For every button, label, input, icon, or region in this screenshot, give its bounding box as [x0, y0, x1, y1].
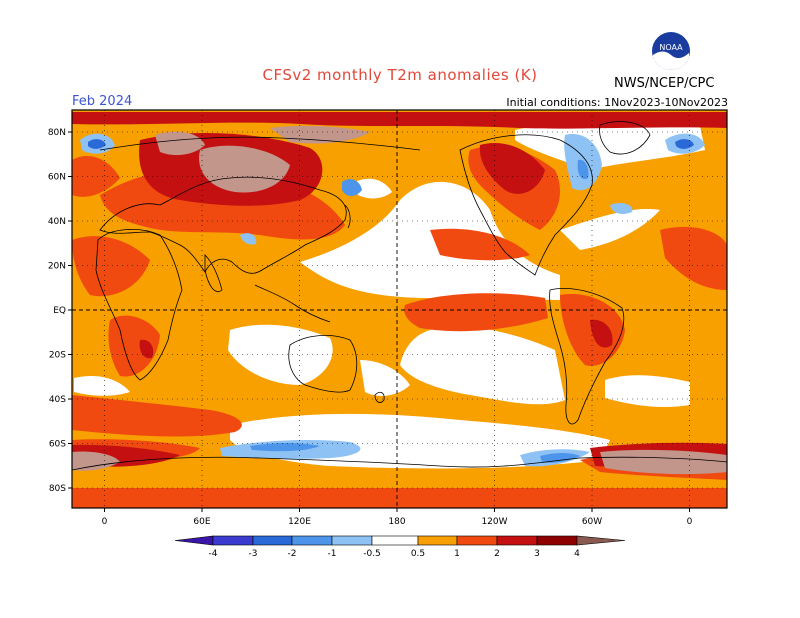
- colorbar-arrow-left: [174, 535, 214, 546]
- colorbar-swatch: [456, 535, 498, 546]
- noaa-logo-icon: NOAA: [652, 32, 690, 70]
- map-frame: [71, 109, 728, 509]
- lat-label: 40S: [49, 395, 66, 405]
- lat-label: 40N: [48, 217, 66, 227]
- colorbar-label: 2: [494, 549, 500, 559]
- colorbar-label: -4: [209, 549, 218, 559]
- colorbar-swatch: [496, 535, 538, 546]
- colorbar: -4 -3 -2 -1 -0.5 0.5 1 2 3 4: [174, 535, 626, 559]
- lon-label: 180: [388, 517, 405, 527]
- colorbar-label: -2: [288, 549, 297, 559]
- graticule: [68, 110, 727, 512]
- lon-label: 0: [687, 517, 693, 527]
- colorbar-swatch: [291, 535, 333, 546]
- valid-month-label: Feb 2024: [72, 94, 133, 109]
- coastlines: [72, 121, 727, 471]
- lat-label: 80N: [48, 128, 66, 138]
- colorbar-swatch: [536, 535, 578, 546]
- lat-label: 20S: [49, 351, 66, 361]
- anomaly-field: [72, 110, 727, 508]
- longitude-labels: 0 60E 120E 180 120W 60W 0: [102, 517, 693, 527]
- colorbar-label: 4: [574, 549, 580, 559]
- lon-label: 60E: [193, 517, 210, 527]
- lon-label: 120W: [481, 517, 507, 527]
- colorbar-label: 3: [534, 549, 540, 559]
- colorbar-label: -0.5: [363, 549, 381, 559]
- agency-label: NWS/NCEP/CPC: [614, 76, 715, 91]
- colorbar-arrow-right: [576, 535, 626, 546]
- colorbar-label: 0.5: [411, 549, 425, 559]
- lon-label: 60W: [582, 517, 602, 527]
- initial-conditions-label: Initial conditions: 1Nov2023-10Nov2023: [506, 96, 728, 109]
- colorbar-swatch: [371, 535, 419, 546]
- map-title: CFSv2 monthly T2m anomalies (K): [262, 66, 538, 84]
- colorbar-swatch: [331, 535, 373, 546]
- colorbar-swatch: [252, 535, 293, 546]
- colorbar-label: 1: [454, 549, 460, 559]
- lon-label: 120E: [288, 517, 311, 527]
- colorbar-label: -3: [249, 549, 258, 559]
- logo-text: NOAA: [659, 43, 683, 52]
- lat-label: 80S: [49, 484, 66, 494]
- lon-label: 0: [102, 517, 108, 527]
- colorbar-label: -1: [328, 549, 337, 559]
- lat-label: 60S: [49, 440, 66, 450]
- latitude-labels: 80N 60N 40N 20N EQ 20S 40S 60S 80S: [48, 128, 66, 494]
- colorbar-swatch: [212, 535, 254, 546]
- colorbar-swatch: [417, 535, 458, 546]
- lat-label: EQ: [53, 306, 66, 316]
- lat-label: 20N: [48, 262, 66, 272]
- lat-label: 60N: [48, 173, 66, 183]
